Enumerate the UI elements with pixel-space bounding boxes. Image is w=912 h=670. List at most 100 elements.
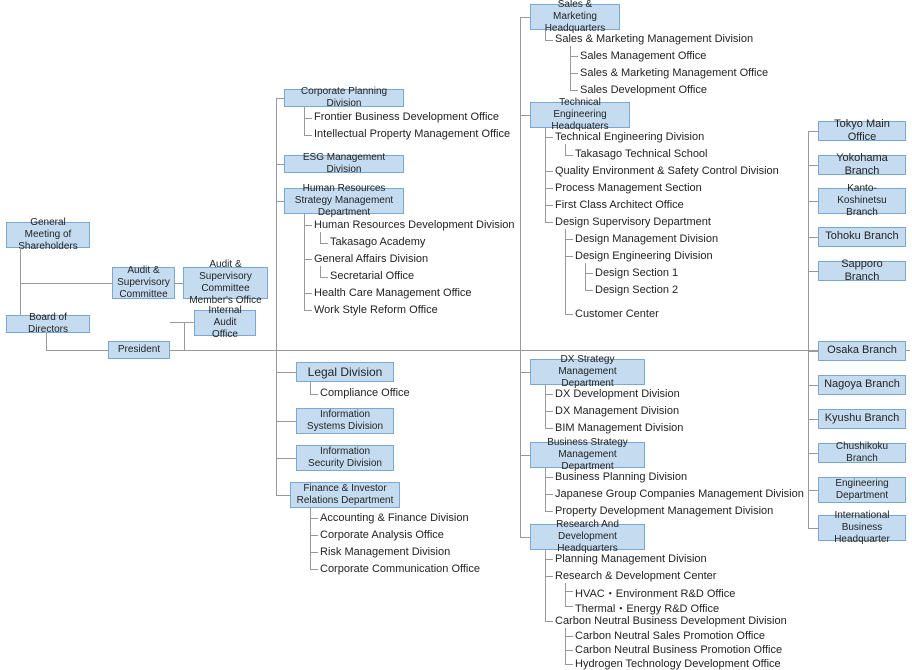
lbl: Accounting & Finance Division (320, 512, 469, 524)
line (545, 137, 553, 138)
line (545, 550, 546, 622)
line (520, 537, 530, 538)
line (304, 107, 305, 135)
lbl: Corporate Communication Office (320, 563, 480, 575)
line (808, 385, 818, 386)
line (545, 477, 553, 478)
line (304, 118, 312, 119)
lbl: Compliance Office (320, 387, 410, 399)
lbl: Human Resources Development Division (314, 219, 515, 231)
line (565, 155, 573, 156)
line (545, 222, 553, 223)
line (276, 421, 296, 422)
lbl: Work Style Reform Office (314, 304, 438, 316)
lbl: Sales & Marketing Management Division (555, 33, 753, 45)
lbl: HVAC・Environment R&D Office (575, 585, 735, 601)
lbl: Design Engineering Division (575, 250, 713, 262)
line (545, 576, 553, 577)
line (304, 259, 312, 260)
line (545, 621, 553, 622)
box-rdh: Research And Development Headquarters (530, 524, 645, 550)
box-branch: Osaka Branch (818, 341, 906, 361)
line (585, 273, 593, 274)
line (184, 322, 185, 350)
line (310, 382, 311, 394)
line (276, 458, 296, 459)
line (304, 293, 312, 294)
line (310, 518, 318, 519)
box-iao: Internal Audit Office (194, 310, 256, 336)
box-isd: Information Systems Division (296, 408, 394, 434)
line (565, 636, 573, 637)
box-smh: Sales & Marketing Headquarters (530, 4, 620, 30)
box-branch: Tokyo Main Office (818, 121, 906, 141)
line (545, 385, 546, 429)
box-dxs: DX Strategy Management Department (530, 359, 645, 385)
lbl: Customer Center (575, 308, 659, 320)
lbl: Process Management Section (555, 182, 702, 194)
box-bod: Board of Directors (6, 315, 90, 333)
line (545, 559, 553, 560)
lbl: Secretarial Office (330, 270, 414, 282)
line (310, 569, 318, 570)
lbl: Thermal・Energy R&D Office (575, 600, 719, 616)
line (808, 237, 818, 238)
line (545, 411, 553, 412)
line (570, 46, 571, 91)
lbl: Business Planning Division (555, 471, 687, 483)
line (565, 591, 573, 592)
box-branch: International Business Headquarter (818, 515, 906, 541)
line (565, 606, 573, 607)
box-branch: Chushikoku Branch (818, 443, 906, 463)
line (20, 283, 112, 284)
lbl: Planning Management Division (555, 553, 707, 565)
line (545, 40, 553, 41)
lbl: General Affairs Division (314, 253, 428, 265)
line (565, 239, 573, 240)
lbl: Design Supervisory Department (555, 216, 711, 228)
box-isec: Information Security Division (296, 445, 394, 471)
lbl: Property Development Management Division (555, 505, 773, 517)
box-cpd: Corporate Planning Division (284, 89, 404, 107)
line (276, 98, 277, 495)
line (545, 428, 553, 429)
line (320, 266, 321, 277)
lbl: Design Section 1 (595, 267, 678, 279)
line (46, 350, 108, 351)
line (545, 171, 553, 172)
line (545, 511, 553, 512)
box-branch: Kanto-Koshinetsu Branch (818, 188, 906, 214)
line (565, 256, 573, 257)
lbl: Technical Engineering Division (555, 131, 704, 143)
lbl: Health Care Management Office (314, 287, 472, 299)
line (545, 30, 546, 40)
line (808, 490, 818, 491)
line (808, 271, 818, 272)
line (276, 372, 296, 373)
line (520, 115, 530, 116)
lbl: Hydrogen Technology Development Office (575, 658, 781, 670)
box-esg: ESG Management Division (284, 155, 404, 173)
lbl: Quality Environment & Safety Control Div… (555, 165, 779, 177)
box-president: President (108, 341, 170, 359)
line (20, 248, 21, 315)
line (808, 351, 818, 352)
line (545, 205, 553, 206)
line (545, 394, 553, 395)
lbl: Carbon Neutral Business Promotion Office (575, 644, 782, 656)
line (276, 495, 290, 496)
lbl: First Class Architect Office (555, 199, 684, 211)
line (545, 188, 553, 189)
line (565, 583, 566, 607)
box-bsm: Business Strategy Management Department (530, 442, 645, 468)
line (570, 90, 578, 91)
box-ascmo: Audit & Supervisory Committee Member's O… (183, 267, 268, 299)
line (520, 17, 521, 537)
line (304, 135, 312, 136)
line (304, 310, 312, 311)
box-gms: General Meeting of Shareholders (6, 222, 90, 248)
line (808, 528, 818, 529)
line (570, 73, 578, 74)
line (310, 552, 318, 553)
line (46, 333, 47, 350)
